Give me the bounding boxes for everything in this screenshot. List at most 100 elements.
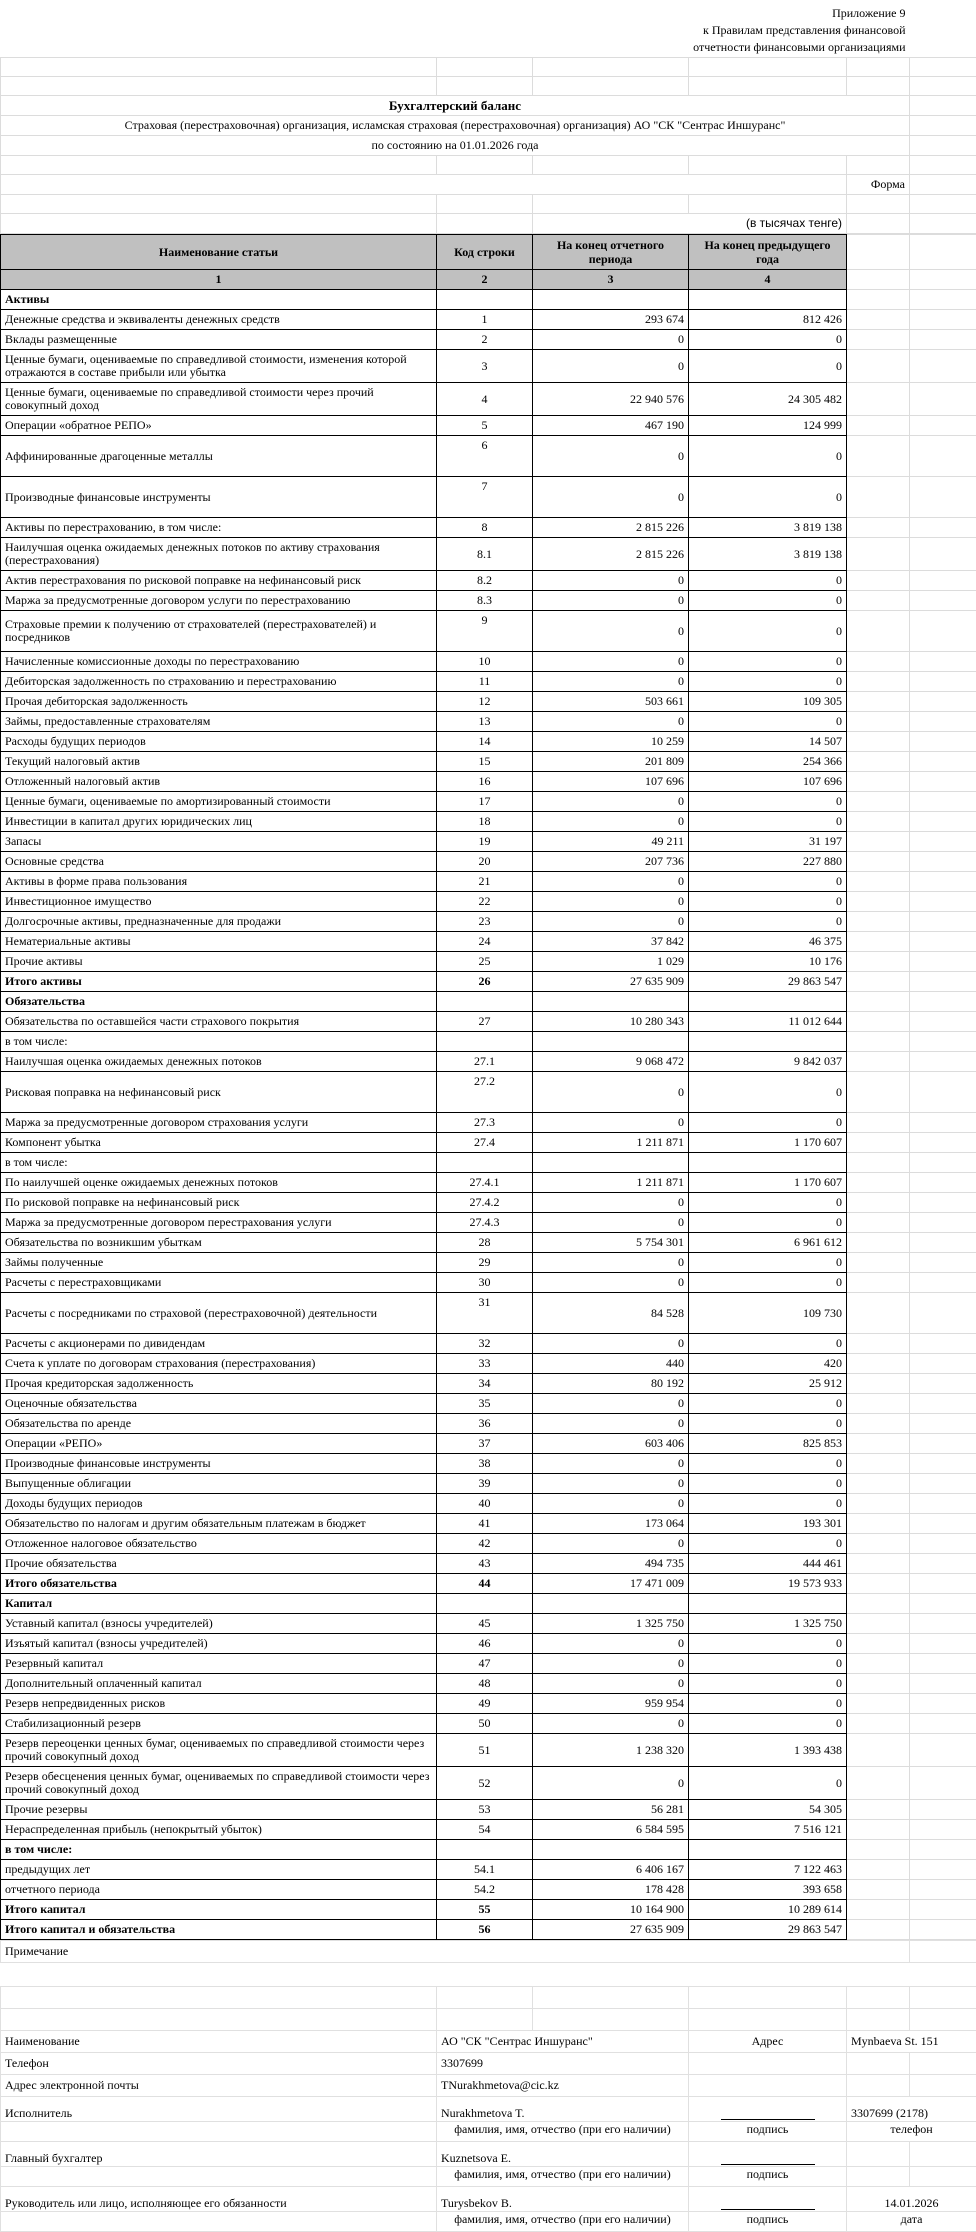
row-code-cell: 27.2 <box>437 1072 533 1113</box>
empty-grid-cell <box>910 571 976 591</box>
empty-grid-cell <box>689 58 847 77</box>
empty-grid-cell <box>847 772 910 792</box>
table-row: Обязательства по оставшейся части страхо… <box>1 1012 976 1032</box>
empty-grid-cell <box>847 2053 910 2075</box>
statement-name-cell: Прочие активы <box>1 952 437 972</box>
row-code-cell: 8 <box>437 518 533 538</box>
statement-name-cell: Стабилизационный резерв <box>1 1714 437 1734</box>
statement-name-cell: Рисковая поправка на нефинансовый риск <box>1 1072 437 1113</box>
empty-grid-cell <box>847 1654 910 1674</box>
empty-grid-cell <box>847 1514 910 1534</box>
empty-grid-cell <box>847 1614 910 1634</box>
empty-grid-cell <box>847 1634 910 1654</box>
value-previous-year-cell: 1 393 438 <box>689 1734 847 1767</box>
value-current-period-cell: 37 842 <box>533 932 689 952</box>
empty-grid-cell <box>847 1133 910 1153</box>
empty-grid-cell <box>689 2009 847 2031</box>
statement-name-cell: Расчеты с акционерами по дивидендам <box>1 1334 437 1354</box>
chief-signature-cell <box>689 2142 847 2167</box>
row-code-cell: 40 <box>437 1494 533 1514</box>
statement-name-cell: Активы <box>1 290 437 310</box>
statement-name-cell: Отложенное налоговое обязательство <box>1 1534 437 1554</box>
row-code-cell: 1 <box>437 310 533 330</box>
value-previous-year-cell: 193 301 <box>689 1514 847 1534</box>
value-previous-year-cell <box>689 1840 847 1860</box>
empty-grid-cell <box>910 1133 976 1153</box>
empty-grid-cell <box>689 195 847 214</box>
value-current-period-cell: 503 661 <box>533 692 689 712</box>
empty-grid-cell <box>847 892 910 912</box>
table-row: в том числе: <box>1 1032 976 1052</box>
empty-grid-cell <box>847 732 910 752</box>
empty-grid-cell <box>847 1674 910 1694</box>
empty-grid-cell <box>910 832 976 852</box>
statement-name-cell: Нераспределенная прибыль (непокрытый убы… <box>1 1820 437 1840</box>
statement-name-cell: Вклады размещенные <box>1 330 437 350</box>
table-row: Активы <box>1 290 976 310</box>
executor-label: Исполнитель <box>1 2097 437 2122</box>
value-current-period-cell: 0 <box>533 1072 689 1113</box>
table-row: Расчеты с посредниками по страховой (пер… <box>1 1293 976 1334</box>
empty-grid-cell <box>847 1273 910 1293</box>
empty-grid-cell <box>437 195 533 214</box>
table-row: Наилучшая оценка ожидаемых денежных пото… <box>1 1052 976 1072</box>
statement-name-cell: предыдущих лет <box>1 1860 437 1880</box>
statement-name-cell: Итого активы <box>1 972 437 992</box>
empty-grid-cell <box>847 1394 910 1414</box>
empty-grid-cell <box>910 2167 976 2187</box>
statement-name-cell: в том числе: <box>1 1032 437 1052</box>
empty-grid-cell <box>847 58 910 77</box>
statement-name-cell: Дебиторская задолженность по страхованию… <box>1 672 437 692</box>
value-previous-year-cell: 107 696 <box>689 772 847 792</box>
empty-grid-cell <box>910 792 976 812</box>
value-current-period-cell: 1 211 871 <box>533 1133 689 1153</box>
statement-name-cell: По наилучшей оценке ожидаемых денежных п… <box>1 1173 437 1193</box>
statement-name-cell: Займы полученные <box>1 1253 437 1273</box>
empty-grid-cell <box>910 772 976 792</box>
empty-grid-cell <box>847 214 910 234</box>
table-row: Резерв обесценения ценных бумаг, оценива… <box>1 1767 976 1800</box>
value-current-period-cell: 56 281 <box>533 1800 689 1820</box>
empty-grid-cell <box>847 1820 910 1840</box>
empty-grid-cell <box>847 1113 910 1133</box>
row-code-cell: 25 <box>437 952 533 972</box>
row-code-cell: 2 <box>437 330 533 350</box>
value-previous-year-cell: 0 <box>689 1394 847 1414</box>
empty-grid-cell <box>847 692 910 712</box>
row-code-cell: 32 <box>437 1334 533 1354</box>
value-current-period-cell: 1 238 320 <box>533 1734 689 1767</box>
row-code-cell: 6 <box>437 436 533 477</box>
value-previous-year-cell: 0 <box>689 1072 847 1113</box>
empty-grid-cell <box>910 1920 976 1940</box>
empty-grid-cell <box>910 1233 976 1253</box>
empty-grid-cell <box>910 852 976 872</box>
value-current-period-cell: 49 211 <box>533 832 689 852</box>
empty-grid-cell <box>847 1153 910 1173</box>
row-code-cell: 38 <box>437 1454 533 1474</box>
table-row: Начисленные комиссионные доходы по перес… <box>1 652 976 672</box>
value-previous-year-cell: 0 <box>689 1474 847 1494</box>
empty-grid-cell <box>910 1334 976 1354</box>
statement-name-cell: Нематериальные активы <box>1 932 437 952</box>
value-previous-year-cell: 0 <box>689 1654 847 1674</box>
empty-grid-cell <box>910 1474 976 1494</box>
row-code-cell: 54.1 <box>437 1860 533 1880</box>
signature-line <box>721 2107 815 2120</box>
value-current-period-cell: 0 <box>533 1494 689 1514</box>
value-previous-year-cell: 0 <box>689 812 847 832</box>
statement-name-cell: Компонент убытка <box>1 1133 437 1153</box>
value-current-period-cell <box>533 1032 689 1052</box>
empty-grid-cell <box>910 992 976 1012</box>
empty-grid-cell <box>847 832 910 852</box>
value-current-period-cell: 0 <box>533 892 689 912</box>
empty-grid-cell <box>847 872 910 892</box>
empty-grid-cell <box>910 1594 976 1614</box>
